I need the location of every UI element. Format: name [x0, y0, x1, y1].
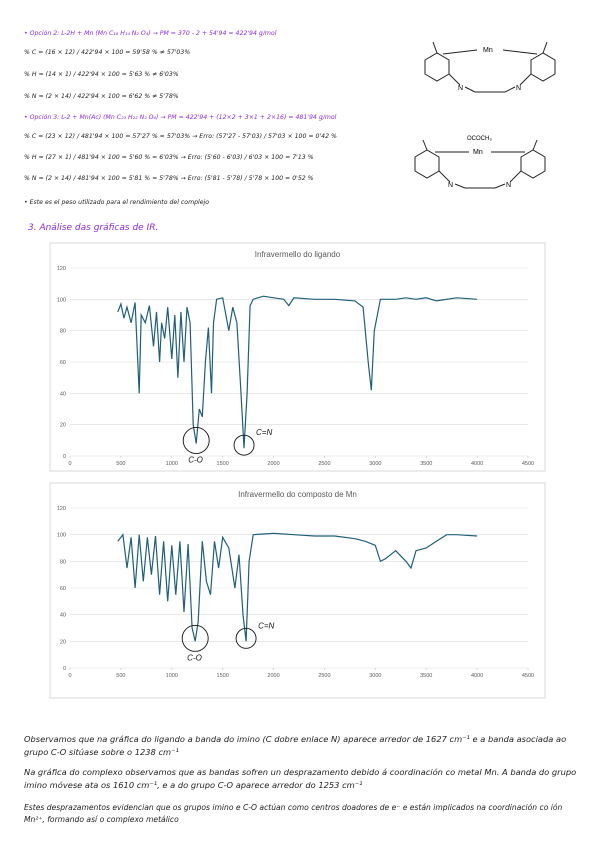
y-tick-label: 40 [60, 391, 66, 397]
note: • Opción 3: L-2 + Mn(Ac) (Mn C₂₃ H₂₂ N₂ … [24, 114, 337, 121]
x-tick-label: 500 [116, 461, 125, 467]
y-tick-label: 60 [60, 360, 66, 366]
x-tick-label: 3500 [420, 673, 432, 679]
y-tick-label: 20 [60, 639, 66, 645]
annotation-circle [235, 627, 257, 649]
structure-label: N [458, 85, 463, 92]
section-heading: 3. Análise das gráficas de IR. [28, 223, 159, 233]
x-tick-label: 3500 [420, 461, 432, 467]
structure-label: Mn [473, 149, 483, 156]
y-tick-label: 100 [57, 533, 66, 539]
charts: Infravermello do ligando 0 20 40 60 80 100 120 0… [49, 242, 546, 699]
y-tick-label: 120 [57, 506, 66, 512]
y-tick-label: 100 [57, 297, 66, 303]
paragraph: Estes desprazamentos evidencian que os g… [24, 803, 563, 824]
x-tick-label: 2000 [267, 673, 279, 679]
x-tick-label: 1500 [217, 673, 229, 679]
x-tick-label: 4000 [471, 673, 483, 679]
chart-frame [49, 242, 546, 472]
chart-title: Infravermello do composto de Mn [238, 490, 357, 499]
annotation-circle [233, 434, 255, 456]
structure: Mn N N [424, 41, 556, 93]
x-tick-label: 4000 [471, 461, 483, 467]
x-tick-label: 0 [68, 461, 71, 467]
annotation-circle [182, 427, 210, 454]
note: % H = (14 × 1) / 422'94 × 100 = 5'63 % ≠… [24, 71, 179, 78]
x-tick-label: 2500 [318, 461, 330, 467]
note: • Este es el peso utilizado para el rend… [24, 199, 210, 206]
note: % H = (27 × 1) / 481'94 × 100 = 5'60 % ≈… [24, 154, 314, 161]
y-tick-label: 80 [60, 559, 66, 565]
annotation: C-O [187, 653, 202, 662]
x-tick-label: 0 [68, 673, 71, 679]
x-tick-label: 1000 [166, 461, 178, 467]
y-tick-label: 120 [57, 266, 66, 272]
x-tick-label: 1000 [166, 673, 178, 679]
y-tick-label: 60 [60, 586, 66, 592]
note: % C = (16 × 12) / 422'94 × 100 = 59'58 %… [24, 49, 191, 56]
x-tick-label: 2000 [267, 461, 279, 467]
structure-label: N [516, 85, 521, 92]
annotation: C=N [256, 428, 272, 437]
spectrum-line [117, 532, 478, 642]
paragraph: Observamos que na gráfica do ligando a b… [24, 734, 567, 757]
note: • Opción 2: L-2H + Mn (Mn C₁₆ H₁₄ N₂ O₄)… [24, 30, 277, 37]
annotation: C=N [258, 621, 274, 630]
structure: OCOCH₃ Mn N N [414, 136, 546, 189]
y-tick-label: 0 [63, 454, 66, 460]
note: % N = (2 × 14) / 422'94 × 100 = 6'62 % ≠… [24, 93, 179, 100]
paragraph: Na gráfica do complexo observamos que as… [24, 767, 577, 790]
spectrum-line [117, 295, 478, 449]
y-tick-label: 80 [60, 329, 66, 335]
y-tick-label: 20 [60, 423, 66, 429]
x-tick-label: 1500 [217, 461, 229, 467]
annotation: C-O [188, 455, 203, 464]
x-tick-label: 4500 [522, 461, 534, 467]
structure-label: OCOCH₃ [467, 136, 492, 142]
x-tick-label: 2500 [318, 673, 330, 679]
x-tick-label: 3000 [369, 673, 381, 679]
y-tick-label: 0 [63, 666, 66, 672]
annotation-circle [181, 624, 209, 652]
structure-label: Mn [483, 47, 493, 54]
note: % N = (2 × 14) / 481'94 × 100 = 5'81 % ≈… [24, 175, 314, 182]
x-tick-label: 500 [116, 673, 125, 679]
note: % C = (23 × 12) / 481'94 × 100 = 57'27 %… [24, 133, 337, 140]
structure-label: N [506, 182, 511, 189]
chart-title: Infravermello do ligando [255, 250, 341, 259]
x-tick-label: 4500 [522, 673, 534, 679]
chart-frame [49, 482, 546, 699]
structure-label: N [448, 182, 453, 189]
y-tick-label: 40 [60, 613, 66, 619]
x-tick-label: 3000 [369, 461, 381, 467]
